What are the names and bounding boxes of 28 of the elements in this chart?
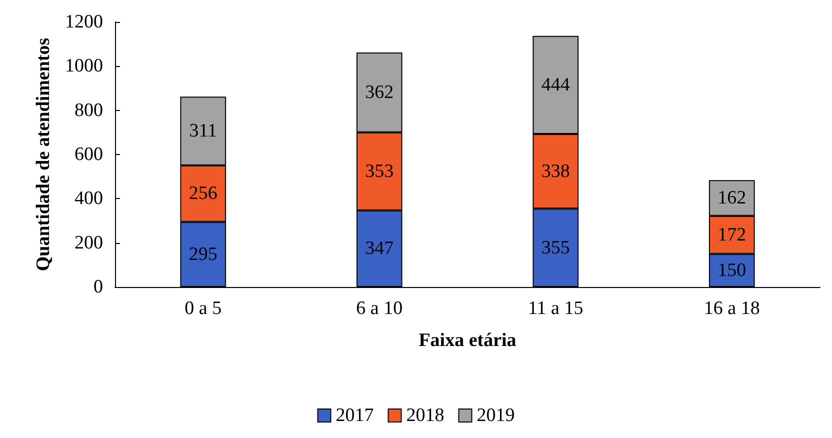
data-label: 347 <box>365 238 394 260</box>
y-tick-label: 600 <box>74 144 103 165</box>
data-label: 362 <box>365 82 394 103</box>
data-label: 162 <box>718 188 746 209</box>
x-tick-label: 6 a 10 <box>356 298 403 319</box>
y-tick-label: 1000 <box>65 56 103 77</box>
legend-label: 2017 <box>336 405 374 426</box>
y-tick-label: 800 <box>74 100 103 121</box>
y-tick-label: 400 <box>74 188 103 210</box>
y-tick-label: 200 <box>74 232 103 254</box>
y-axis-title: Quantidade de atendimentos <box>33 38 54 272</box>
legend-label: 2019 <box>476 405 515 426</box>
data-label: 355 <box>541 237 570 258</box>
data-label: 353 <box>365 160 394 182</box>
x-tick-label: 11 a 15 <box>528 298 584 319</box>
x-tick-label: 0 a 5 <box>184 298 222 319</box>
data-label: 338 <box>541 160 570 182</box>
legend-label: 2018 <box>406 405 444 426</box>
data-label: 311 <box>189 120 218 142</box>
y-tick-label: 0 <box>94 276 103 298</box>
data-label: 444 <box>541 74 570 96</box>
data-label: 172 <box>718 224 746 246</box>
y-tick-label: 1200 <box>65 12 103 32</box>
x-axis-title: Faixa etária <box>418 330 517 351</box>
data-label: 256 <box>188 183 218 204</box>
x-tick-label: 16 a 18 <box>704 298 760 319</box>
data-label: 150 <box>718 260 746 281</box>
data-label: 295 <box>188 244 218 265</box>
